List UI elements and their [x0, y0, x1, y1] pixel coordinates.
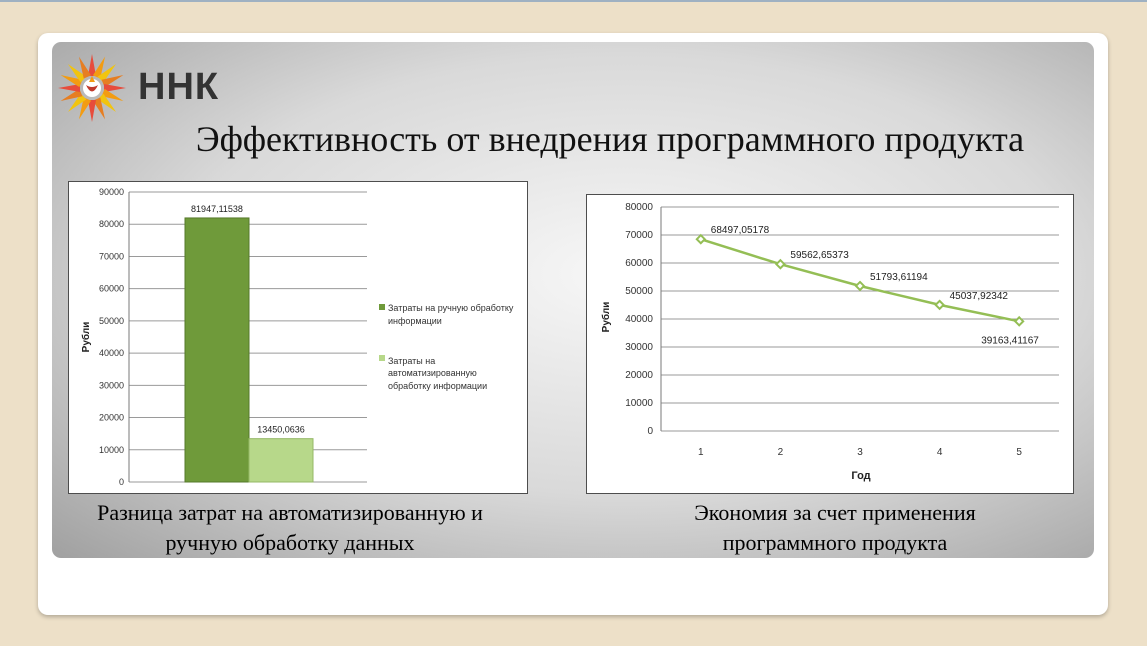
- logo-ray: [78, 56, 92, 79]
- left-caption-line-1: Разница затрат на автоматизированную и: [97, 500, 483, 525]
- line-series: [700, 238, 1020, 323]
- right-caption-line-2: программного продукта: [722, 530, 948, 555]
- line-xtick-label: 5: [1016, 447, 1022, 458]
- line-ytick-label: 70000: [625, 230, 653, 241]
- logo-ray: [101, 74, 124, 88]
- line-ytick-label: 10000: [625, 398, 653, 409]
- logo-ray: [92, 56, 106, 79]
- bar-ytick-label: 20000: [99, 413, 124, 423]
- line-chart-container: 0 10000 20000 30000 40000 50000 60000 70000 8000…: [586, 194, 1074, 494]
- line-xtick-label: 3: [857, 447, 863, 458]
- line-point-marker: [774, 258, 786, 270]
- legend-swatch-auto: [379, 355, 385, 361]
- logo-ray: [88, 100, 96, 122]
- line-chart-xlabel: Год: [851, 470, 870, 482]
- logo-ray: [60, 88, 83, 102]
- logo-ray: [104, 84, 126, 92]
- line-data-label: 59562,65373: [790, 250, 849, 261]
- legend-swatch-manual: [379, 304, 385, 310]
- bar-ytick-label: 40000: [99, 348, 124, 358]
- logo-ray: [97, 93, 117, 113]
- company-logo-icon: [58, 54, 126, 122]
- top-divider: [0, 0, 1147, 2]
- bar-chart-ylabel: Рубли: [80, 322, 92, 353]
- line-chart-ylabel: Рубли: [600, 302, 612, 333]
- line-chart: 0 10000 20000 30000 40000 50000 60000 70000 8000…: [600, 202, 1059, 482]
- line-ytick-label: 30000: [625, 342, 653, 353]
- bar-ytick-label: 60000: [99, 284, 124, 294]
- left-caption-line-2: ручную обработку данных: [165, 530, 415, 555]
- bar-ytick-label: 80000: [99, 219, 124, 229]
- line-ytick-label: 40000: [625, 314, 653, 325]
- logo-ray: [78, 97, 92, 120]
- line-point-marker: [934, 299, 946, 311]
- bar-ytick-label: 90000: [99, 187, 124, 197]
- legend-item-manual: Затраты на ручную обработку информации: [388, 303, 516, 326]
- logo-ray: [97, 63, 117, 83]
- right-chart-caption: Экономия за счет применения программного…: [630, 498, 1040, 558]
- line-point-marker: [854, 280, 866, 292]
- bar-auto: [248, 438, 314, 483]
- line-point-marker: [1013, 315, 1025, 327]
- logo-ray: [60, 74, 83, 88]
- logo-ray: [67, 93, 87, 113]
- line-data-label: 45037,92342: [950, 291, 1009, 302]
- bar-ytick-label: 70000: [99, 251, 124, 261]
- line-xtick-label: 1: [698, 447, 704, 458]
- line-ytick-label: 20000: [625, 370, 653, 381]
- right-caption-line-1: Экономия за счет применения: [694, 500, 976, 525]
- bar-chart-container: 0 10000 20000 30000 40000 50000 60000 70000 8000…: [68, 181, 528, 494]
- line-xtick-label: 4: [937, 447, 943, 458]
- bar-ytick-label: 30000: [99, 380, 124, 390]
- line-point-marker: [695, 233, 707, 245]
- line-xtick-label: 2: [778, 447, 784, 458]
- line-ytick-label: 0: [647, 426, 653, 437]
- bar-ytick-label: 10000: [99, 445, 124, 455]
- logo-ray: [67, 63, 87, 83]
- bar-chart: 0 10000 20000 30000 40000 50000 60000 70000 8000…: [80, 187, 516, 487]
- logo-ray: [88, 54, 96, 76]
- line-ytick-label: 50000: [625, 286, 653, 297]
- logo-ray: [92, 97, 106, 120]
- line-data-label: 39163,41167: [981, 335, 1039, 346]
- brand-name: ННК: [138, 66, 220, 108]
- bar-data-label: 13450,0636: [257, 425, 305, 435]
- bar-ytick-label: 50000: [99, 316, 124, 326]
- slide-title: Эффективность от внедрения программного …: [195, 119, 1025, 159]
- bar-ytick-label: 0: [119, 477, 124, 487]
- logo-ray: [58, 84, 80, 92]
- logo-ray: [101, 88, 124, 102]
- line-data-label: 51793,61194: [870, 272, 928, 283]
- line-ytick-label: 60000: [625, 258, 653, 269]
- bar-manual: [184, 217, 250, 483]
- legend-item-auto: Затраты на автоматизированную обработку …: [388, 356, 487, 391]
- left-chart-caption: Разница затрат на автоматизированную и р…: [68, 498, 512, 558]
- bar-data-label: 81947,11538: [191, 204, 243, 214]
- line-ytick-label: 80000: [625, 202, 653, 213]
- line-data-label: 68497,05178: [711, 225, 770, 236]
